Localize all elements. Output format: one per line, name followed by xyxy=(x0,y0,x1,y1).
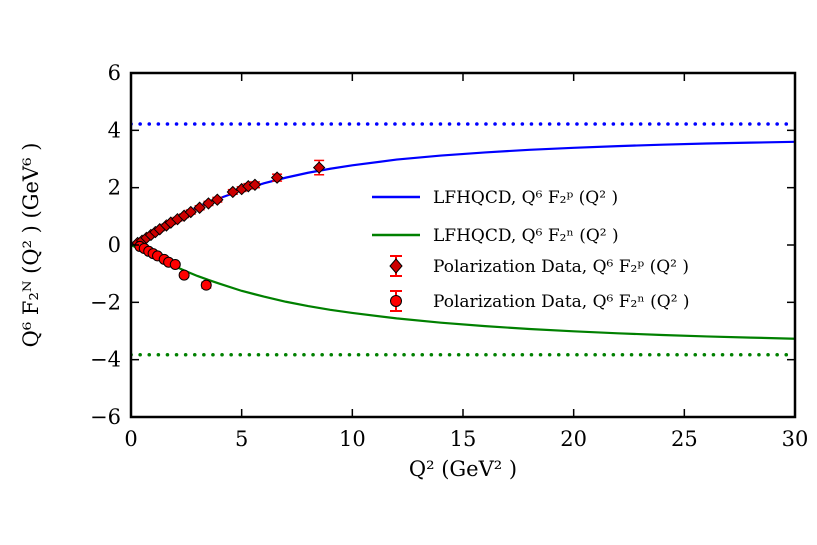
data-point xyxy=(193,201,206,214)
legend-label-proton-model: LFHQCD, Q⁶ F₂ᵖ (Q² ) xyxy=(433,188,618,208)
data-point xyxy=(200,279,212,291)
data-point xyxy=(169,258,181,270)
x-tick-label: 15 xyxy=(450,427,477,451)
data-point xyxy=(178,269,190,281)
diamond-marker xyxy=(226,185,240,199)
y-tick-label: 2 xyxy=(108,176,121,200)
x-tick-label: 20 xyxy=(560,427,587,451)
data-point xyxy=(184,205,197,219)
legend: LFHQCD, Q⁶ F₂ᵖ (Q² ) LFHQCD, Q⁶ F₂ⁿ (Q² … xyxy=(372,188,690,312)
legend-swatch-proton-data xyxy=(389,255,403,277)
circle-marker xyxy=(200,279,212,291)
y-tick-label: 4 xyxy=(108,118,121,142)
data-point xyxy=(226,185,240,199)
legend-label-neutron-data: Polarization Data, Q⁶ F₂ⁿ (Q² ) xyxy=(433,292,690,312)
y-tick-label: −2 xyxy=(90,290,121,314)
legend-swatch-neutron-data xyxy=(390,290,402,312)
y-tick-label: −4 xyxy=(90,348,121,372)
diamond-marker xyxy=(193,201,206,214)
diamond-marker xyxy=(202,197,215,210)
circle-marker xyxy=(169,258,181,270)
diamond-marker xyxy=(184,205,197,219)
data-point xyxy=(312,159,326,176)
x-tick-label: 25 xyxy=(671,427,698,451)
x-tick-label: 5 xyxy=(235,427,248,451)
legend-label-proton-data: Polarization Data, Q⁶ F₂ᵖ (Q² ) xyxy=(433,257,689,277)
x-axis-label: Q² (GeV² ) xyxy=(409,457,517,481)
data-point xyxy=(270,171,284,184)
diamond-marker xyxy=(211,193,224,206)
y-tick-label: 6 xyxy=(108,61,121,85)
data-point xyxy=(235,182,248,196)
y-tick-label: 0 xyxy=(108,233,121,257)
data-point xyxy=(248,178,262,192)
plot-data-layer xyxy=(131,122,795,357)
data-point xyxy=(202,197,215,210)
y-tick-label: −6 xyxy=(90,405,121,429)
diamond-marker xyxy=(270,171,284,184)
y-axis-label: Q⁶ F₂ᴺ (Q² ) (GeV⁶ ) xyxy=(19,143,43,348)
axis-ticks: 0 5 10 15 20 25 30 −6 −4 −2 0 2 4 6 xyxy=(90,61,808,451)
x-tick-label: 0 xyxy=(124,427,137,451)
data-point xyxy=(211,193,224,206)
diamond-marker xyxy=(312,161,326,174)
diamond-marker xyxy=(248,178,262,192)
circle-marker xyxy=(178,269,190,281)
x-tick-label: 30 xyxy=(782,427,809,451)
x-tick-label: 10 xyxy=(339,427,366,451)
legend-label-neutron-model: LFHQCD, Q⁶ F₂ⁿ (Q² ) xyxy=(433,226,619,246)
